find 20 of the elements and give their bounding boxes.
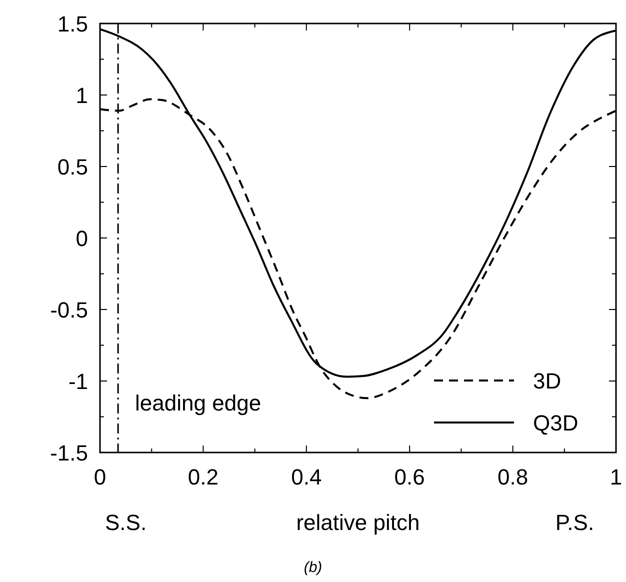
x-tick-label: 0.4: [291, 464, 322, 490]
x-tick-label: 0.2: [188, 464, 218, 490]
legend-label: 3D: [533, 368, 562, 394]
x-tick-label: 0.8: [498, 464, 528, 490]
y-tick-label: 1: [76, 83, 88, 108]
text: P.S.: [555, 510, 594, 535]
legend-label: Q3D: [533, 410, 578, 436]
y-tick-label: -1: [68, 369, 88, 394]
y-tick-label: 0.5: [57, 154, 88, 180]
text: (b): [304, 559, 322, 576]
x-tick-label: 0: [94, 464, 106, 490]
y-tick-label: 0: [76, 226, 88, 251]
y-tick-label: -1.5: [50, 440, 88, 466]
ref-line-label: leading edge: [135, 390, 262, 416]
y-tick-label: 1.5: [57, 12, 88, 36]
x-axis-title: relative pitch: [296, 510, 420, 535]
y-tick-label: -0.5: [50, 298, 88, 322]
x-tick-label: 0.6: [394, 464, 425, 490]
x-tick-label: 1: [610, 464, 622, 490]
text: S.S.: [105, 510, 147, 535]
